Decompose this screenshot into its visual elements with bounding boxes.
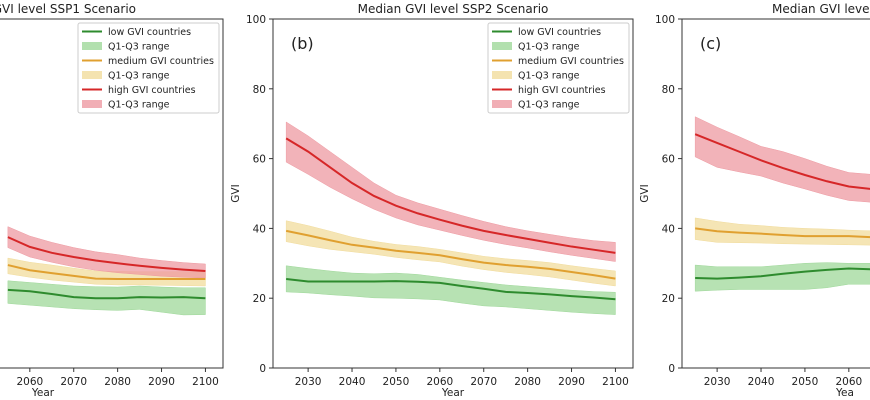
x-tick-label: 2060 <box>16 376 43 388</box>
legend-entry-label: medium GVI countries <box>518 56 624 67</box>
legend-band-swatch <box>492 42 512 50</box>
axes-frame <box>272 18 634 369</box>
x-tick-label: 2090 <box>148 376 175 388</box>
legend-entry-label: low GVI countries <box>108 27 191 38</box>
x-tick-label: 2050 <box>383 376 410 388</box>
legend-entry-label: low GVI countries <box>518 27 601 38</box>
x-axis-label: Year <box>31 387 55 399</box>
legend-box <box>487 22 630 114</box>
legend-box <box>77 22 220 114</box>
x-tick-label: 2040 <box>748 376 775 388</box>
legend-entry-label: high GVI countries <box>518 85 606 96</box>
x-tick-label: 2030 <box>295 376 322 388</box>
legend: low GVI countries Q1-Q3 range medium GVI c… <box>77 22 220 114</box>
panel-label: (c) <box>700 34 721 53</box>
legend-entry-label: Q1-Q3 range <box>108 71 170 82</box>
y-tick-label: 40 <box>662 223 675 235</box>
legend-band-swatch <box>82 100 102 108</box>
legend-band-swatch <box>82 42 102 50</box>
q1-q3-band-2 <box>694 116 870 203</box>
y-axis-label: GVI <box>230 184 242 202</box>
x-tick-label: 2100 <box>602 376 629 388</box>
y-tick-label: 0 <box>259 363 266 375</box>
legend: low GVI countries Q1-Q3 range medium GVI c… <box>487 22 630 114</box>
legend-entry-label: Q1-Q3 range <box>108 42 170 53</box>
y-tick-label: 100 <box>655 14 675 26</box>
series-line-0 <box>7 288 206 300</box>
q1-q3-band-0 <box>285 265 616 315</box>
y-tick-label: 100 <box>246 14 266 26</box>
y-tick-label: 20 <box>253 293 266 305</box>
q1-q3-band-0 <box>694 262 870 292</box>
x-tick-label: 2040 <box>339 376 366 388</box>
chart-title: GVI level SSP1 Scenario <box>0 2 136 16</box>
y-axis-label: GVI <box>639 184 651 202</box>
series-line-1 <box>285 229 616 280</box>
legend-band-swatch <box>492 100 512 108</box>
panel-label: (b) <box>291 34 314 53</box>
x-tick-label: 2030 <box>704 376 731 388</box>
legend-entry-label: Q1-Q3 range <box>518 42 580 53</box>
axes-frame <box>681 18 870 369</box>
q1-q3-band-1 <box>694 217 870 246</box>
y-tick-label: 80 <box>253 84 266 96</box>
chart-title: Median GVI level SSP2 Scenario <box>358 2 549 16</box>
x-axis-label: Year <box>441 387 465 399</box>
x-tick-label: 2100 <box>192 376 219 388</box>
legend-entry-label: high GVI countries <box>108 85 196 96</box>
y-tick-label: 40 <box>253 223 266 235</box>
y-tick-label: 60 <box>662 154 675 166</box>
series-line-2 <box>285 137 616 254</box>
legend-band-swatch <box>82 71 102 79</box>
legend-entry-label: medium GVI countries <box>108 56 214 67</box>
legend-entry-label: Q1-Q3 range <box>518 100 580 111</box>
legend-band-swatch <box>492 71 512 79</box>
x-tick-label: 2080 <box>104 376 131 388</box>
y-tick-label: 60 <box>253 154 266 166</box>
x-axis-label: Yea <box>835 387 854 399</box>
x-tick-label: 2060 <box>426 376 453 388</box>
x-tick-label: 2070 <box>470 376 497 388</box>
x-tick-label: 2070 <box>60 376 87 388</box>
panel-1: 0204060801002030204020502060207020802090… <box>0 2 224 399</box>
legend-entry-label: Q1-Q3 range <box>518 71 580 82</box>
axes-frame <box>0 18 224 369</box>
series-line-2 <box>7 236 206 272</box>
y-tick-label: 80 <box>662 84 675 96</box>
x-tick-label: 2080 <box>514 376 541 388</box>
y-tick-label: 20 <box>662 293 675 305</box>
q1-q3-band-2 <box>7 226 206 279</box>
q1-q3-band-1 <box>285 220 616 287</box>
x-tick-label: 2060 <box>835 376 862 388</box>
series-line-0 <box>286 278 616 301</box>
x-tick-label: 2050 <box>792 376 819 388</box>
series-line-1 <box>7 264 206 281</box>
chart-title: Median GVI level <box>772 2 870 16</box>
y-tick-label: 0 <box>668 363 675 375</box>
legend-entry-label: Q1-Q3 range <box>108 100 170 111</box>
x-tick-label: 2090 <box>558 376 585 388</box>
